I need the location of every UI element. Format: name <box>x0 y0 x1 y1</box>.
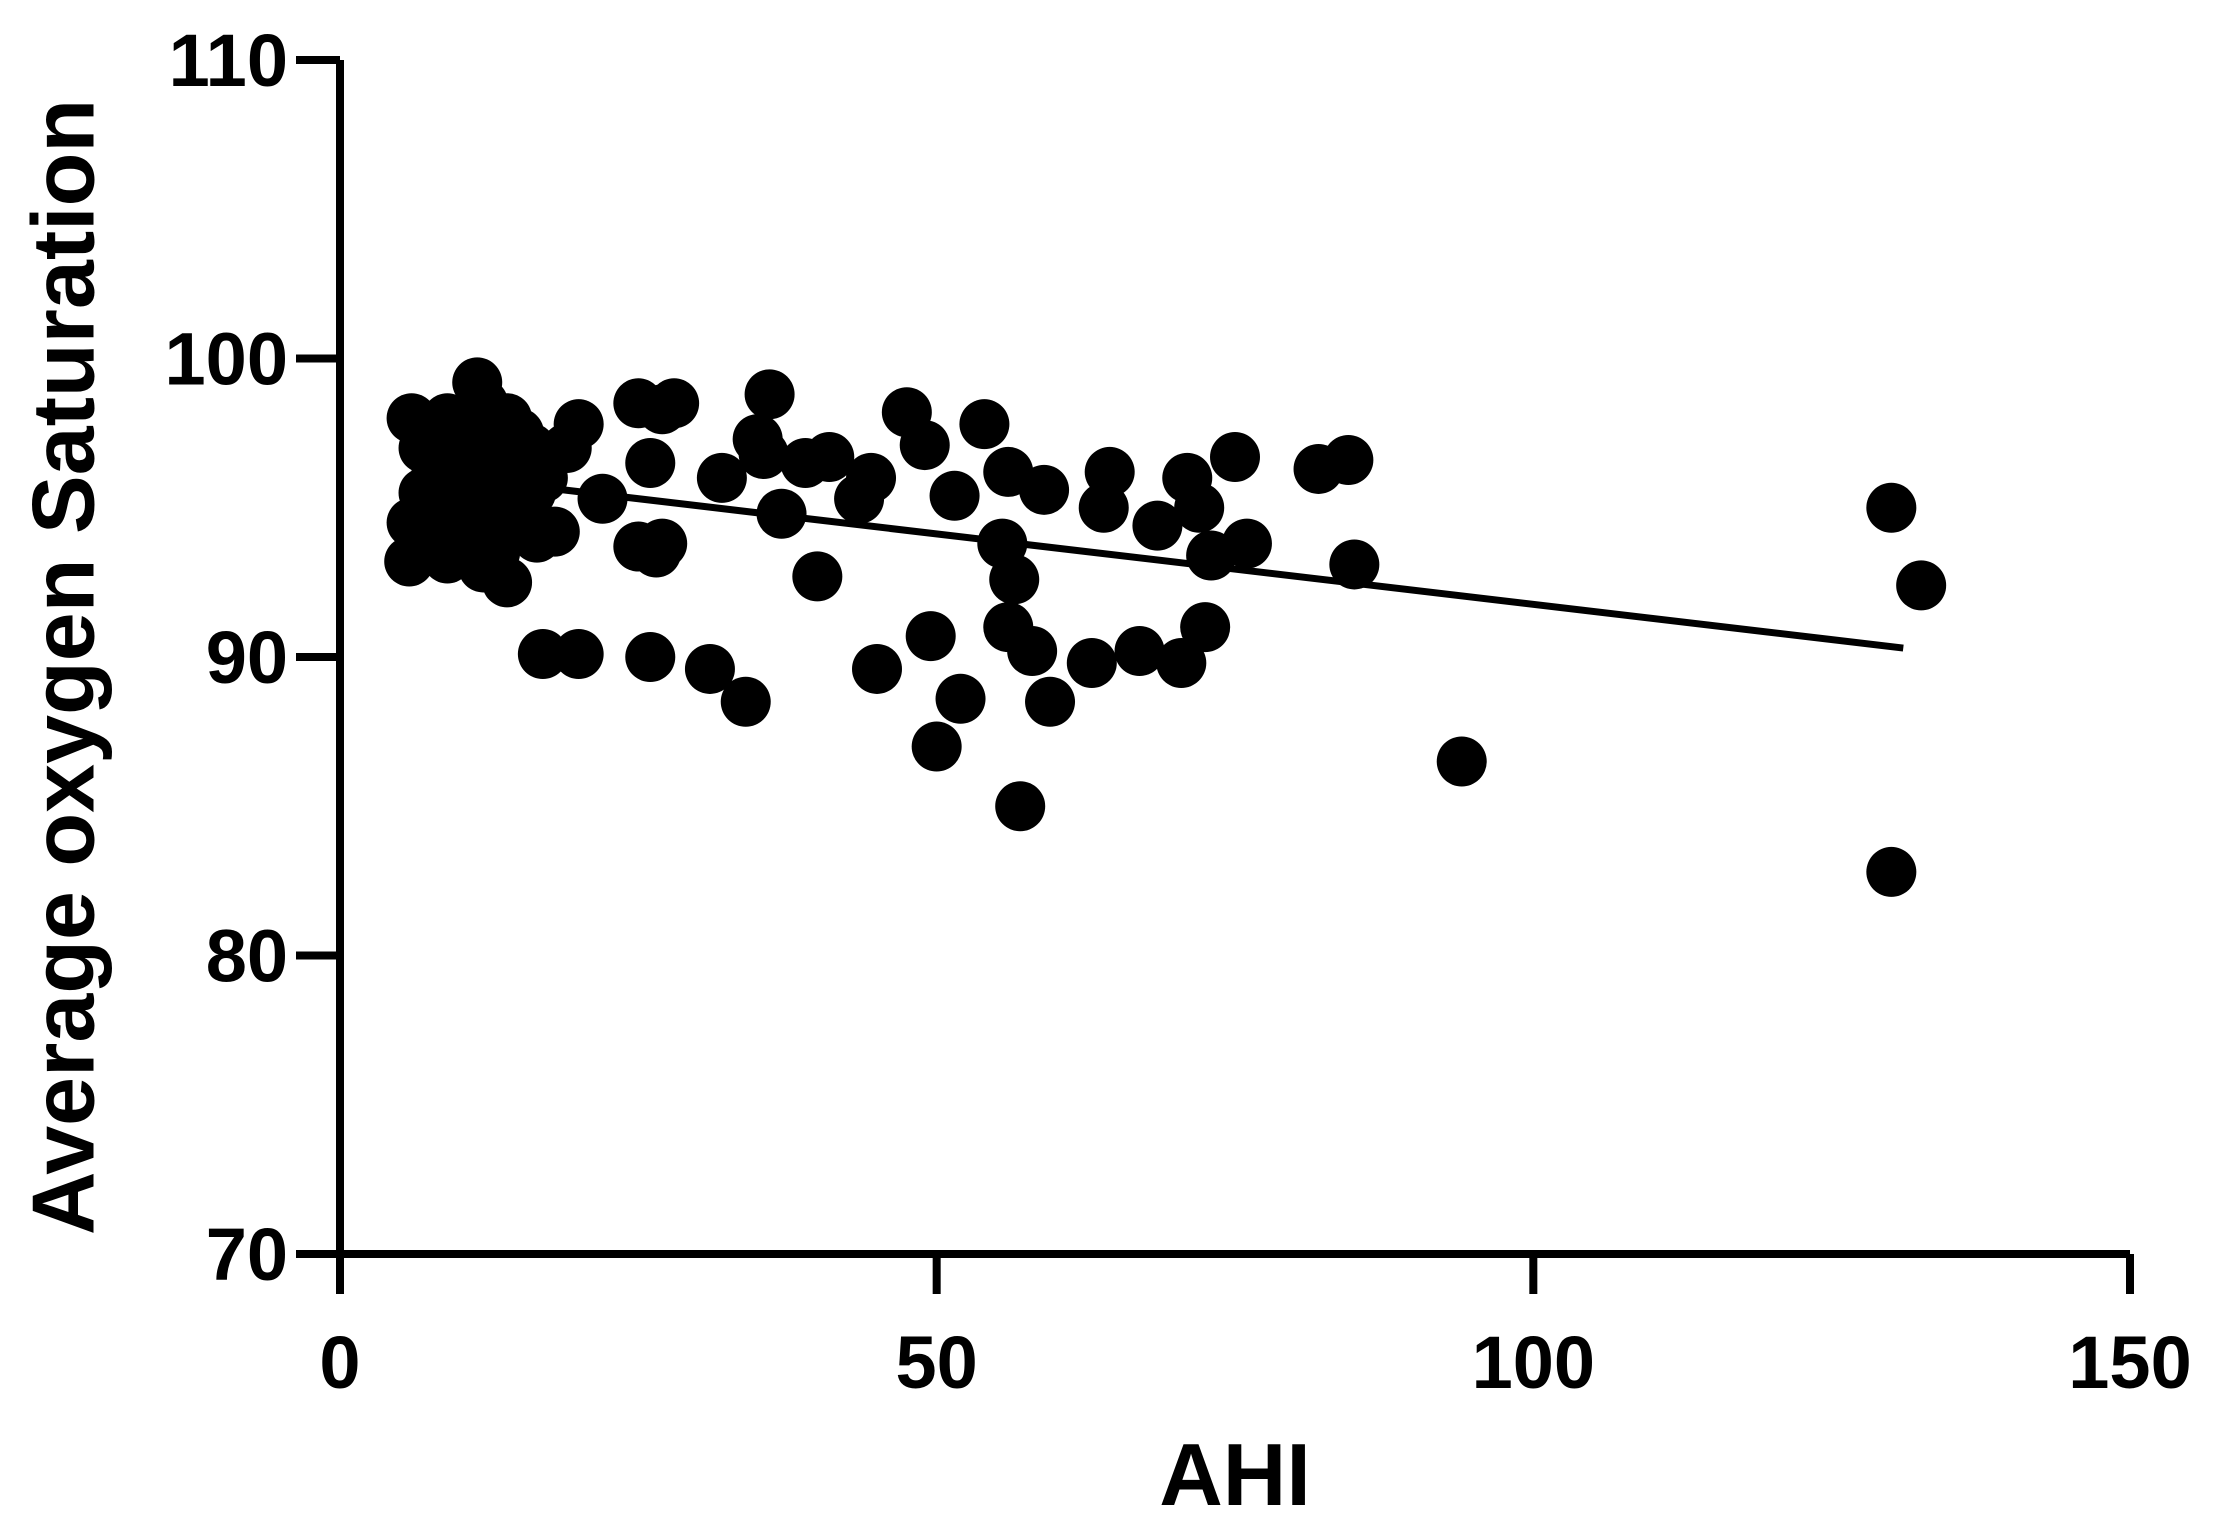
y-tick-label: 100 <box>165 318 288 401</box>
data-point <box>899 420 950 471</box>
x-axis-ticks: 0 50 100 150 <box>319 1254 2192 1404</box>
y-tick-label: 80 <box>206 915 288 998</box>
data-point <box>1896 560 1947 611</box>
data-point <box>1866 482 1917 533</box>
data-point <box>1066 637 1117 688</box>
data-point <box>744 369 795 420</box>
data-point <box>1132 500 1183 551</box>
data-point <box>852 643 902 694</box>
data-point <box>1007 626 1058 677</box>
data-point <box>1025 676 1076 727</box>
data-point <box>529 506 580 557</box>
data-point <box>804 432 855 483</box>
y-axis-ticks: 70 80 90 100 110 <box>165 19 340 1296</box>
data-point <box>637 518 688 569</box>
x-tick-label: 100 <box>1472 1321 1595 1404</box>
data-point <box>720 676 771 727</box>
data-point <box>1221 518 1272 569</box>
data-point <box>482 557 533 608</box>
data-point <box>1174 482 1225 533</box>
data-point <box>989 554 1040 605</box>
data-point <box>517 629 568 680</box>
data-point <box>995 781 1046 832</box>
data-point <box>1210 432 1260 483</box>
data-point <box>649 378 700 429</box>
data-point <box>577 473 628 524</box>
data-point <box>1323 434 1374 485</box>
data-point <box>1084 446 1135 497</box>
data-point <box>1866 846 1917 897</box>
data-point <box>553 629 604 680</box>
x-tick-label: 0 <box>319 1321 360 1404</box>
data-point <box>905 611 956 662</box>
x-axis-label: AHI <box>1159 1425 1311 1524</box>
data-point <box>696 452 747 503</box>
data-point <box>1156 637 1207 688</box>
data-point <box>625 632 676 682</box>
data-point <box>792 551 843 602</box>
data-point <box>935 673 986 724</box>
data-point <box>625 437 676 488</box>
plot-area: 70 80 90 100 110 0 50 100 150 <box>165 19 2192 1404</box>
data-point <box>929 470 980 521</box>
y-axis-label: Average oxygen Saturation <box>13 99 112 1235</box>
y-tick-label: 110 <box>169 19 288 102</box>
data-point <box>959 399 1010 450</box>
data-point <box>1114 626 1165 677</box>
data-points <box>384 357 1947 897</box>
x-tick-label: 50 <box>896 1321 978 1404</box>
data-point <box>1436 736 1487 787</box>
data-point <box>1180 602 1231 653</box>
y-tick-label: 90 <box>206 616 288 699</box>
data-point <box>384 536 435 587</box>
data-point <box>553 399 604 450</box>
data-point <box>738 429 789 480</box>
data-point <box>911 721 962 772</box>
data-point <box>1329 539 1380 590</box>
trend-line <box>411 468 1904 652</box>
x-tick-label: 150 <box>2068 1321 2191 1404</box>
data-point <box>1019 464 1070 515</box>
data-point <box>846 452 897 503</box>
y-tick-label: 70 <box>206 1213 288 1296</box>
data-point <box>684 643 735 694</box>
